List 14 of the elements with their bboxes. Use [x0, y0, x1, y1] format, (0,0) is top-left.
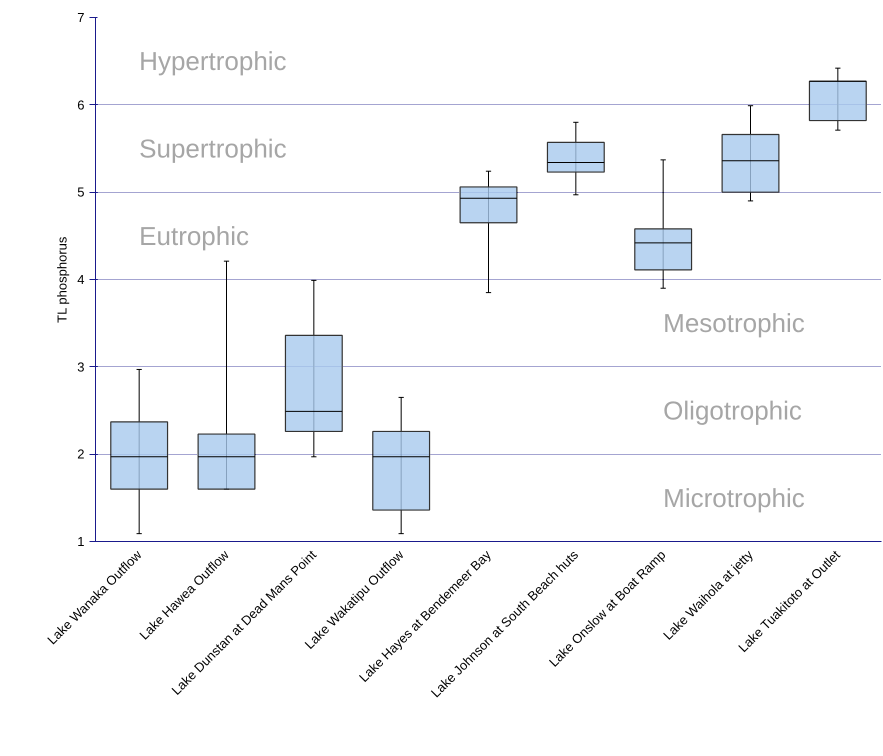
annotation: Eutrophic: [139, 220, 250, 251]
y-tick-label: 4: [77, 272, 85, 287]
y-tick-label: 6: [77, 97, 85, 112]
y-tick-label: 2: [77, 446, 85, 462]
y-tick-label: 1: [77, 534, 85, 549]
annotation: Hypertrophic: [139, 46, 287, 76]
annotation: Oligotrophic: [663, 396, 802, 426]
y-tick-label: 5: [77, 184, 85, 200]
y-axis-title: TL phosphorus: [54, 236, 70, 323]
annotation: Microtrophic: [663, 482, 805, 513]
annotation: Mesotrophic: [663, 308, 805, 338]
y-tick-label: 7: [77, 10, 85, 25]
y-tick-label: 3: [77, 359, 85, 374]
annotation: Supertrophic: [139, 134, 287, 164]
